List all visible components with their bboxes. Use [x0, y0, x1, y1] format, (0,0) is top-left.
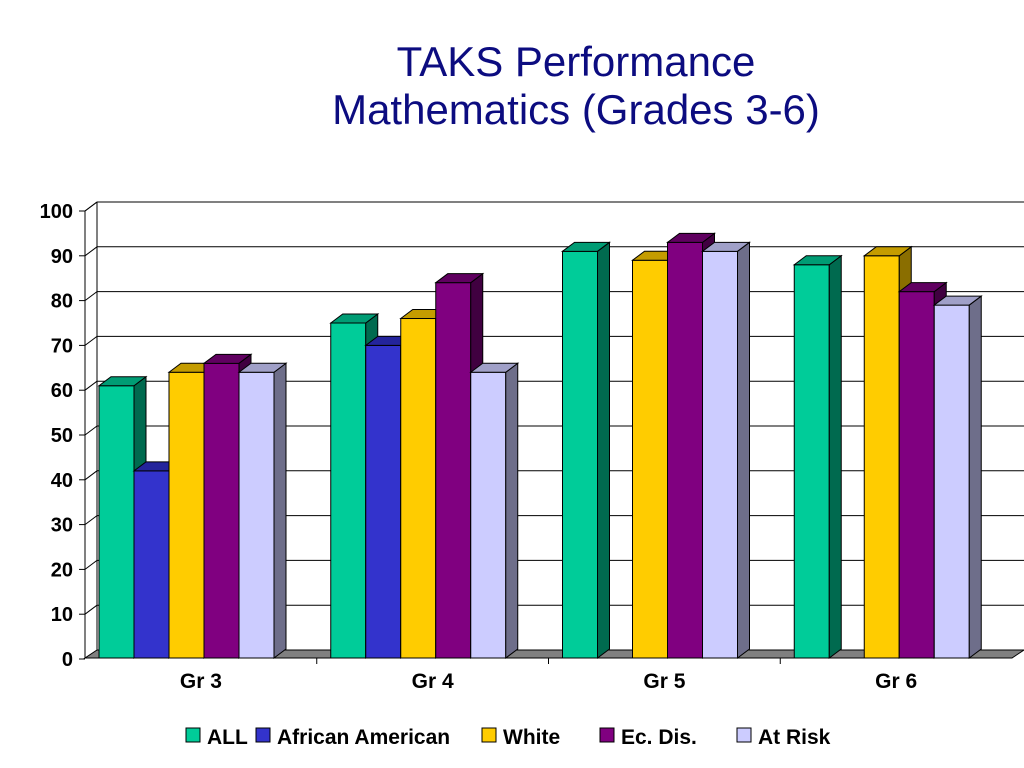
x-axis: Gr 3 Gr 4 Gr 5 Gr 6: [180, 658, 917, 693]
y-axis: 0 10 20 30 40 50 60 70 80 90 100: [40, 201, 86, 671]
bar-side: [505, 362, 519, 659]
bar-front: [793, 264, 830, 659]
bar-front: [632, 259, 668, 659]
bar-front: [238, 371, 275, 659]
legend-swatch: [599, 727, 615, 743]
bar-side: [828, 254, 842, 659]
gridline-side: [84, 291, 98, 302]
y-tick-label: 80: [51, 291, 73, 313]
legend-item-ec-dis: Ec. Dis.: [599, 726, 697, 749]
gridline-side: [84, 201, 98, 212]
bar-front: [702, 250, 738, 659]
y-tick-label: 40: [51, 470, 73, 492]
bar-top: [701, 241, 751, 252]
y-tick-label: 70: [51, 335, 73, 357]
bar-top: [792, 255, 843, 266]
bar-all-gr-6: [792, 254, 843, 659]
y-tick-label: 30: [51, 515, 73, 537]
y-tick-label: 20: [51, 559, 73, 581]
bar-front: [933, 304, 970, 659]
bar-all-gr-3: [97, 375, 148, 659]
gridline-side: [84, 335, 98, 346]
chart-subtitle: Mathematics (Grades 3-6): [332, 86, 820, 133]
bar-front: [203, 362, 240, 659]
y-tick-label: 100: [40, 201, 73, 223]
bar-at-risk-gr-3: [237, 362, 288, 659]
x-tick-label-gr-3: Gr 3: [180, 670, 222, 693]
bar-top: [434, 273, 485, 284]
bar-front: [562, 250, 598, 659]
bar-front: [863, 255, 900, 659]
gridline-side: [84, 380, 98, 391]
bar-top: [897, 282, 948, 293]
bar-top: [329, 313, 380, 324]
bar-front: [400, 318, 437, 659]
gridline-side: [84, 246, 98, 257]
bar-top: [202, 353, 253, 364]
bar-at-risk-gr-5: [701, 241, 751, 659]
chart-title-block: TAKS Performance Mathematics (Grades 3-6…: [0, 38, 1024, 134]
legend-item-at-risk: At Risk: [736, 726, 831, 749]
bar-at-risk-gr-6: [932, 295, 983, 659]
legend-label: ALL: [207, 726, 248, 749]
gridline-side: [84, 425, 98, 436]
bar-top: [862, 246, 913, 257]
bar-top: [469, 362, 520, 373]
legend-label: African American: [277, 726, 450, 749]
y-tick-label: 60: [51, 380, 73, 402]
gridline-side: [84, 470, 98, 481]
bar-marks: [97, 232, 983, 659]
bar-top: [932, 295, 983, 306]
y-tick-label: 90: [51, 246, 73, 268]
bar-front: [330, 322, 367, 659]
bar-top: [666, 232, 716, 243]
legend-label: At Risk: [758, 726, 831, 749]
bar-front: [470, 371, 507, 659]
x-tick-label-gr-6: Gr 6: [875, 670, 917, 693]
legend-swatch: [481, 727, 497, 743]
legend-swatch: [736, 727, 752, 743]
legend-label: White: [503, 726, 560, 749]
bar-side: [968, 295, 982, 659]
y-tick-label: 0: [62, 649, 73, 671]
bar-top: [561, 241, 611, 252]
legend-item-white: White: [481, 726, 560, 749]
legend-label: Ec. Dis.: [621, 726, 697, 749]
bar-front: [365, 344, 402, 659]
x-tick-label-gr-5: Gr 5: [643, 670, 685, 693]
chart-title: TAKS Performance: [396, 38, 756, 85]
bar-front: [667, 241, 703, 659]
bar-all-gr-5: [561, 241, 611, 659]
bar-front: [898, 291, 935, 659]
bar-front: [435, 282, 472, 659]
legend-item-all: ALL: [185, 726, 248, 749]
bar-top: [97, 376, 148, 387]
bar-side: [597, 241, 610, 659]
legend-swatch: [255, 727, 271, 743]
y-tick-label: 50: [51, 425, 73, 447]
gridline-side: [84, 604, 98, 615]
bar-side: [737, 241, 750, 659]
bar-side: [273, 362, 287, 659]
gridline-side: [84, 515, 98, 525]
x-tick-label-gr-4: Gr 4: [412, 670, 454, 693]
bar-top: [237, 362, 288, 373]
bar-front: [98, 385, 135, 659]
bar-front: [168, 371, 205, 659]
legend: ALL African American White Ec. Dis. At Risk: [185, 726, 831, 749]
bar-front: [133, 470, 170, 659]
legend-item-african-american: African American: [255, 726, 450, 749]
y-tick-label: 10: [51, 604, 73, 626]
bar-at-risk-gr-4: [469, 362, 520, 659]
gridline-side: [84, 560, 98, 570]
legend-swatch: [185, 727, 201, 743]
